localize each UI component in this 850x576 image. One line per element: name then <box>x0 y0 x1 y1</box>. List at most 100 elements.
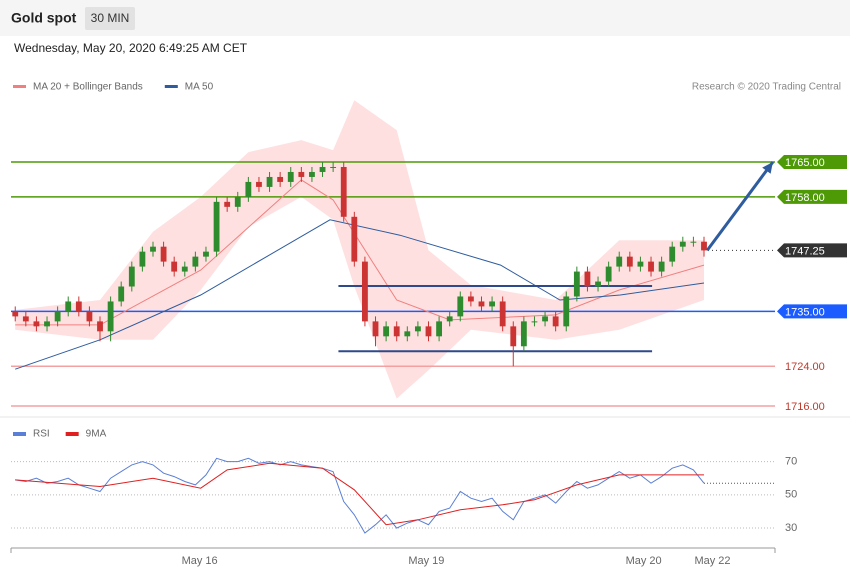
level-label: 1724.00 <box>785 361 825 373</box>
candle-body <box>33 321 40 327</box>
candle-body <box>309 171 315 177</box>
header-bar <box>0 0 850 36</box>
candle-body <box>520 321 527 347</box>
x-tick-label: May 20 <box>626 555 662 567</box>
candle-body <box>256 181 262 187</box>
candle-body <box>584 271 591 287</box>
candle-body <box>372 321 379 337</box>
candle-body <box>118 286 125 302</box>
candle-body <box>12 311 19 317</box>
candle-body <box>150 246 156 252</box>
x-tick-label: May 22 <box>694 555 730 567</box>
candle-body <box>489 301 495 307</box>
candle-body <box>542 316 548 322</box>
candle-body <box>393 326 400 337</box>
candle-body <box>701 241 707 251</box>
candle-body <box>531 321 538 323</box>
candle-body <box>404 331 411 337</box>
ma-line <box>15 219 705 370</box>
candle-body <box>330 166 337 168</box>
candle-body <box>436 321 443 337</box>
level-label: 1735.00 <box>785 306 825 318</box>
rsi-panel: 30 50 70 May 16 May 19 May 20 May 22 RSI 9MA <box>10 429 797 567</box>
bollinger-band <box>15 100 704 399</box>
candle-body <box>383 326 390 337</box>
candle-body <box>637 261 644 267</box>
candle-body <box>414 326 421 332</box>
rsi-line <box>15 457 705 534</box>
candle-body <box>467 296 474 302</box>
candle-body <box>213 201 220 252</box>
candle-body <box>224 201 231 207</box>
candle-body <box>499 301 506 327</box>
candle-body <box>128 266 135 287</box>
candle-body <box>446 316 453 322</box>
candle-body <box>319 166 326 172</box>
forecast-arrow <box>705 161 775 252</box>
candle-body <box>648 261 654 272</box>
timeframe[interactable]: 30 MIN <box>91 11 130 25</box>
candle-body <box>658 261 665 272</box>
candle-body <box>626 256 633 267</box>
candle-body <box>425 326 432 337</box>
candle-body <box>234 196 241 207</box>
candle-body <box>22 316 29 322</box>
candle-body <box>563 296 570 327</box>
candle-body <box>552 316 559 327</box>
candle-body <box>616 256 623 267</box>
candle-body <box>97 321 103 332</box>
candle-body <box>86 311 93 322</box>
candle-body <box>669 246 676 262</box>
candle-body <box>605 266 612 282</box>
candle-body <box>139 251 146 267</box>
candle-body <box>573 271 580 297</box>
timestamp: Wednesday, May 20, 2020 6:49:25 AM CET <box>14 41 248 55</box>
level-label-box <box>777 243 847 258</box>
candle-body <box>690 241 697 243</box>
legend-swatch <box>164 85 178 88</box>
candle-body <box>44 321 50 327</box>
level-label-box <box>777 155 847 170</box>
candle-body <box>679 241 686 247</box>
legend-swatch <box>65 432 79 436</box>
x-tick-label: May 19 <box>408 555 444 567</box>
candle-body <box>277 176 284 182</box>
legend-swatch <box>13 432 26 436</box>
source: Research © 2020 Trading Central <box>692 82 841 93</box>
candle-body <box>245 181 252 197</box>
level-label: 1758.00 <box>785 192 825 204</box>
legend-label: RSI <box>33 429 50 440</box>
ma-line <box>15 179 705 326</box>
price-panel: 1765.00 1758.00 1747.25 1735.00 1724.00 1716.… <box>11 82 847 413</box>
arrow-head <box>762 162 773 174</box>
candle-body <box>266 176 273 187</box>
candle-body <box>457 296 464 317</box>
legend-label: 9MA <box>86 429 107 440</box>
candle-body <box>160 246 167 262</box>
candle-body <box>351 216 358 262</box>
level-label: 1716.00 <box>785 401 825 413</box>
level-label-box <box>777 189 847 204</box>
title: Gold spot <box>11 10 77 26</box>
legend-swatch <box>13 85 26 88</box>
y-tick-label: 70 <box>785 456 797 468</box>
rsi-line <box>15 462 704 526</box>
candle-body <box>340 166 347 217</box>
legend-label: MA 20 + Bollinger Bands <box>33 82 143 93</box>
candle-body <box>75 301 82 312</box>
x-tick-label: May 16 <box>182 555 218 567</box>
candle-body <box>54 311 61 322</box>
candle-body <box>181 266 188 272</box>
candle-body <box>203 251 209 257</box>
level-label-box <box>777 304 847 319</box>
candle-body <box>362 261 368 322</box>
timeframe-button[interactable] <box>85 7 135 30</box>
candle-body <box>595 281 601 287</box>
legend-label: MA 50 <box>185 82 214 93</box>
candle-body <box>287 171 294 182</box>
y-tick-label: 50 <box>785 489 797 501</box>
candle-body <box>107 301 114 332</box>
candle-body <box>478 301 485 307</box>
